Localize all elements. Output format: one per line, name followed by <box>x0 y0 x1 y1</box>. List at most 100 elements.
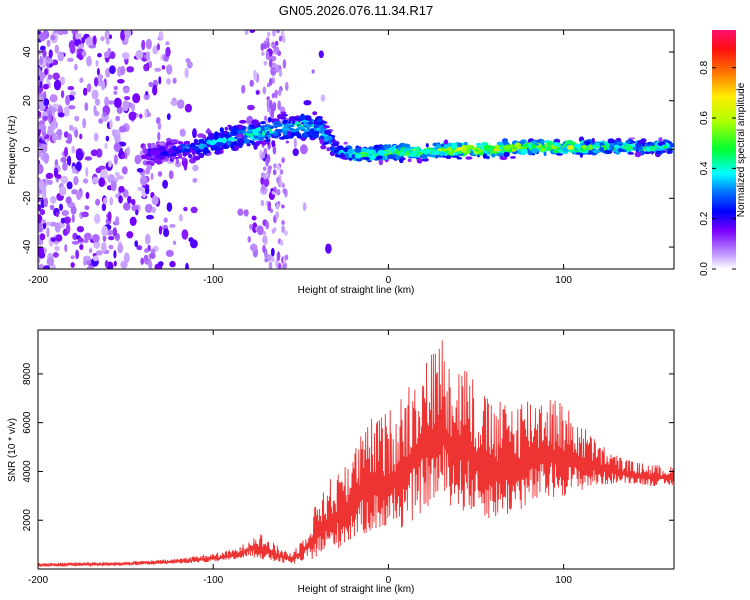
colorbar: 0.0 0.2 0.4 0.6 0.8 Normalized spectral ampl… <box>699 30 747 276</box>
heatmap-noise-cell <box>62 161 68 171</box>
heatmap-noise-cell <box>43 98 50 107</box>
colorbar-tick-label: 0.8 <box>699 60 710 74</box>
y-tick-label: 20 <box>22 95 33 107</box>
heatmap-noise-cell <box>39 143 48 154</box>
heatmap-noise-cell <box>57 112 65 118</box>
heatmap-noise-cell <box>300 144 308 155</box>
heatmap-ridge-cell <box>644 151 651 155</box>
heatmap-ridge-cell <box>188 153 193 159</box>
heatmap-ridge-cell <box>165 156 169 161</box>
heatmap-noise-cell <box>54 222 61 233</box>
heatmap-noise-cell <box>113 260 117 267</box>
heatmap-ridge-cell <box>285 140 289 144</box>
y-tick-label: 2000 <box>22 509 33 532</box>
heatmap-ridge-cell <box>423 151 428 155</box>
heatmap-noise-cell <box>177 99 185 109</box>
heatmap-ridge-cell <box>625 140 631 144</box>
heatmap-noise-cell <box>170 100 179 106</box>
heatmap-noise-cell <box>272 145 277 155</box>
heatmap-ridge-cell <box>550 145 559 149</box>
heatmap-ridge-cell <box>323 125 330 129</box>
heatmap-ridge-cell <box>476 142 481 147</box>
heatmap-ridge-cell <box>160 152 164 155</box>
heatmap-ridge-cell <box>628 137 636 140</box>
heatmap-noise-cell <box>41 130 47 137</box>
heatmap-noise-cell <box>268 58 273 68</box>
heatmap-noise-cell <box>126 231 134 239</box>
heatmap-noise-cell <box>105 37 110 45</box>
heatmap-noise-cell <box>172 240 177 245</box>
heatmap-ridge-cell <box>369 155 376 160</box>
heatmap-noise-cell <box>76 190 82 201</box>
heatmap-noise-cell <box>100 169 108 180</box>
heatmap-noise-cell <box>65 196 72 204</box>
heatmap-ridge-cell <box>573 143 582 148</box>
heatmap-noise-cell <box>118 185 125 193</box>
heatmap-noise-cell <box>166 64 173 75</box>
heatmap-ridge-cell <box>377 149 386 156</box>
heatmap-noise-cell <box>38 180 45 191</box>
heatmap-ridge-cell <box>522 143 530 148</box>
heatmap-noise-cell <box>169 223 176 228</box>
heatmap-noise-cell <box>261 152 266 159</box>
heatmap-noise-cell <box>56 174 62 180</box>
heatmap-noise-cell <box>92 176 99 184</box>
heatmap-noise-cell <box>158 76 162 85</box>
heatmap-noise-cell <box>157 131 161 141</box>
heatmap-ridge-cell <box>407 158 412 163</box>
heatmap-ridge-cell <box>226 140 231 146</box>
heatmap-noise-cell <box>93 132 99 142</box>
heatmap-noise-cell <box>103 197 108 205</box>
heatmap-noise-cell <box>302 202 307 212</box>
heatmap-noise-cell <box>145 186 150 195</box>
heatmap-noise-cell <box>51 59 59 66</box>
heatmap-ridge-cell <box>150 142 156 147</box>
heatmap-noise-cell <box>67 133 73 144</box>
heatmap-noise-cell <box>275 46 280 53</box>
heatmap-noise-cell <box>108 244 114 250</box>
heatmap-noise-cell <box>60 217 66 224</box>
heatmap-noise-cell <box>54 245 60 252</box>
heatmap-noise-cell <box>38 110 42 118</box>
heatmap-noise-cell <box>277 262 282 269</box>
heatmap-noise-cell <box>57 51 65 62</box>
heatmap-noise-cell <box>279 239 284 246</box>
heatmap-noise-cell <box>45 59 54 64</box>
heatmap-ridge-cell <box>439 151 446 156</box>
heatmap-noise-cell <box>69 124 74 131</box>
y-tick-label: 4000 <box>22 460 33 483</box>
heatmap-noise-cell <box>148 60 153 69</box>
heatmap-noise-cell <box>181 229 189 240</box>
heatmap-ridge-cell <box>556 153 563 156</box>
heatmap-noise-cell <box>278 69 283 77</box>
heatmap-noise-cell <box>303 100 312 106</box>
heatmap-noise-cell <box>161 65 166 70</box>
heatmap-noise-cell <box>85 36 93 47</box>
heatmap-ridge-cell <box>326 147 331 152</box>
heatmap-noise-cell <box>59 185 67 197</box>
heatmap-ridge-cell <box>142 148 149 154</box>
heatmap-ridge-cell <box>546 146 552 152</box>
heatmap-ridge-cell <box>566 145 575 150</box>
heatmap-ridge-cell <box>400 157 406 161</box>
heatmap-ridge-cell <box>542 148 545 152</box>
heatmap-ridge-cell <box>242 134 248 140</box>
heatmap-noise-cell <box>67 57 74 63</box>
heatmap-ridge-cell <box>429 148 437 153</box>
heatmap-noise-cell <box>83 258 87 266</box>
heatmap-noise-cell <box>270 247 275 257</box>
heatmap-noise-cell <box>135 49 144 60</box>
colorbar-ticks: 0.0 0.2 0.4 0.6 0.8 <box>699 60 736 276</box>
heatmap-noise-cell <box>185 262 189 269</box>
heatmap-noise-cell <box>65 95 71 106</box>
y-tick-label: -40 <box>22 239 33 254</box>
heatmap-ridge-cell <box>303 121 307 127</box>
heatmap-noise-cell <box>123 202 131 211</box>
heatmap-noise-cell <box>184 67 189 79</box>
heatmap-noise-cell <box>75 32 80 40</box>
heatmap-ridge-cell <box>298 115 307 121</box>
heatmap-noise-cell <box>266 107 271 113</box>
heatmap-noise-cell <box>108 100 115 105</box>
heatmap-noise-cell <box>278 35 283 42</box>
heatmap-noise-cell <box>158 261 164 267</box>
